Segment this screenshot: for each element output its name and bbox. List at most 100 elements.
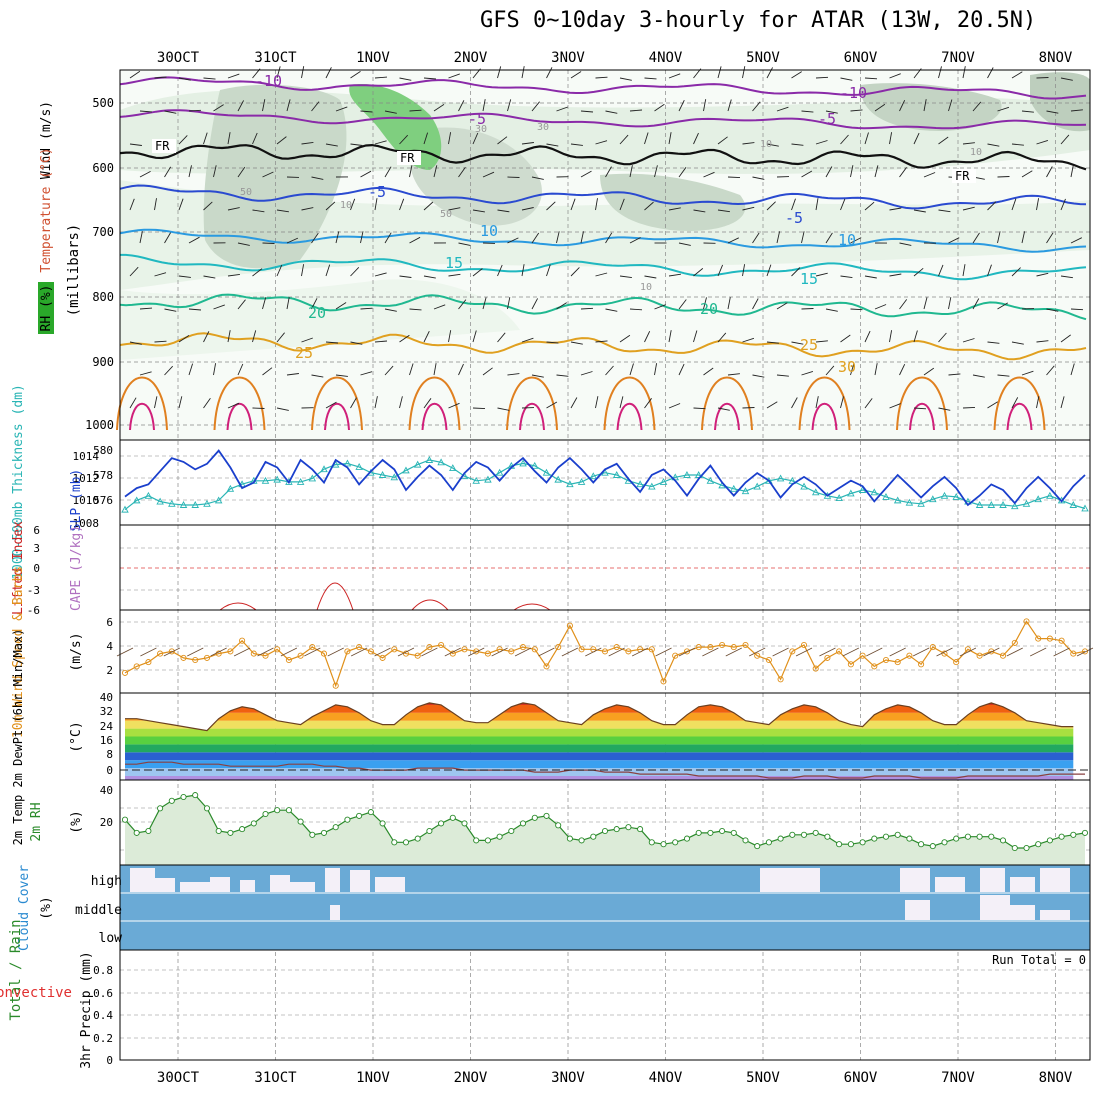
boundary-layer-arc	[993, 376, 1046, 431]
wind-barb	[360, 170, 372, 178]
wind-barb	[752, 232, 760, 244]
wind-barb	[1060, 334, 1071, 343]
wind-barb	[335, 106, 348, 112]
wind-speed-point	[742, 641, 749, 649]
rh-point	[590, 833, 597, 840]
thickness-point	[484, 475, 492, 483]
thickness-point	[917, 499, 925, 507]
surface-wind-barb	[350, 647, 368, 657]
rh-point	[566, 835, 573, 842]
wind-barb	[766, 67, 773, 79]
wind-barb	[129, 266, 139, 277]
wind-barb	[556, 231, 560, 244]
day-label-bottom: 4NOV	[649, 1070, 683, 1086]
temperature-tick-label: 0	[106, 764, 113, 777]
thickness-point	[542, 468, 551, 476]
wind-speed-point	[180, 654, 187, 661]
wind-barb	[580, 110, 594, 113]
day-label-bottom: 1NOV	[356, 1070, 390, 1086]
rh-point	[683, 835, 691, 842]
wind-barb	[350, 266, 360, 277]
rh-point	[976, 833, 983, 840]
wind-barb	[850, 237, 862, 244]
thickness-point	[987, 501, 996, 508]
wind-speed-point	[999, 652, 1007, 659]
surface-wind-barb	[421, 647, 438, 657]
thickness-axis-label: 1000-500mb Thickness (dm)	[11, 384, 26, 580]
wind-barb	[889, 330, 893, 343]
wind-barb	[546, 341, 559, 344]
lifted-index-bump	[316, 582, 354, 611]
wind-barb	[850, 308, 863, 311]
wind-speed-point	[578, 646, 585, 653]
wind-barb	[801, 370, 814, 376]
wind-barb	[752, 101, 761, 112]
wind-barb	[374, 396, 378, 409]
rh-point	[964, 833, 971, 840]
wind-barb	[717, 407, 730, 411]
wind-speed-point	[250, 650, 257, 657]
wind-barb	[629, 165, 633, 178]
temperature-tick-label: 8	[106, 748, 113, 761]
rh-point	[1011, 844, 1018, 852]
wind-barb	[433, 165, 438, 178]
temperature-contour-label: -10	[255, 72, 282, 90]
wind-barb	[482, 99, 486, 112]
wind-barb	[325, 143, 338, 147]
rh-point	[719, 827, 726, 835]
run-total-label: Run Total = 0	[992, 953, 1086, 967]
wind-barb	[644, 132, 649, 145]
wind-barb	[899, 299, 908, 310]
wind-barb	[840, 396, 844, 409]
thickness-point	[741, 487, 750, 495]
wind-speed-point	[836, 648, 843, 655]
thickness-tick-label: 578	[93, 469, 113, 482]
wind-barb	[923, 99, 927, 112]
wind-barb	[923, 297, 928, 310]
wind-barb	[742, 407, 755, 409]
rh-point	[765, 839, 772, 846]
day-label-bottom: 5NOV	[746, 1070, 780, 1086]
wind-barb	[889, 207, 902, 211]
wind-barb	[286, 297, 290, 310]
fr-label-bg	[152, 139, 176, 153]
wind-barb	[654, 103, 665, 112]
wind-barb	[962, 142, 975, 145]
temperature-contour-label: -5	[468, 110, 486, 128]
wind-barb	[154, 76, 167, 79]
wind-barb	[311, 374, 324, 378]
lifted-index-tick-label: 0	[33, 562, 40, 575]
wind-barb	[644, 201, 654, 211]
wind-speed-point	[168, 648, 175, 655]
wind-barb	[987, 341, 1000, 344]
thickness-point	[648, 482, 656, 490]
panel-frame-stab	[119, 524, 1091, 611]
surface-wind-barb	[585, 647, 602, 657]
day-label-bottom: 3NOV	[551, 1070, 585, 1086]
wind-barb	[962, 264, 966, 277]
wind-barb	[776, 106, 789, 112]
day-label-bottom: 30OCT	[157, 1070, 200, 1086]
wind-barb	[938, 66, 942, 79]
surface-wind-barb	[210, 647, 227, 657]
hot-layer-arc	[226, 402, 253, 431]
wind-barb	[164, 308, 177, 312]
wind-barb	[1011, 143, 1024, 146]
hot-layer-arc	[909, 402, 935, 431]
wind-barb	[203, 77, 216, 80]
wind-barb	[472, 132, 479, 145]
wind-barb	[301, 337, 313, 343]
wind-barb	[776, 231, 781, 244]
day-label-top: 7NOV	[941, 50, 975, 66]
rh-shading-7	[1030, 72, 1090, 132]
wind-barb	[129, 397, 137, 409]
wind-speed-point	[391, 646, 398, 653]
wind-barb	[213, 104, 224, 112]
wind-barb	[497, 136, 508, 145]
wind-barb	[1036, 340, 1049, 343]
temperature-band	[125, 752, 1074, 761]
wind-barb	[448, 330, 452, 343]
rh-point	[988, 833, 995, 840]
wind-barb	[850, 363, 855, 376]
wind-barb	[472, 209, 485, 213]
